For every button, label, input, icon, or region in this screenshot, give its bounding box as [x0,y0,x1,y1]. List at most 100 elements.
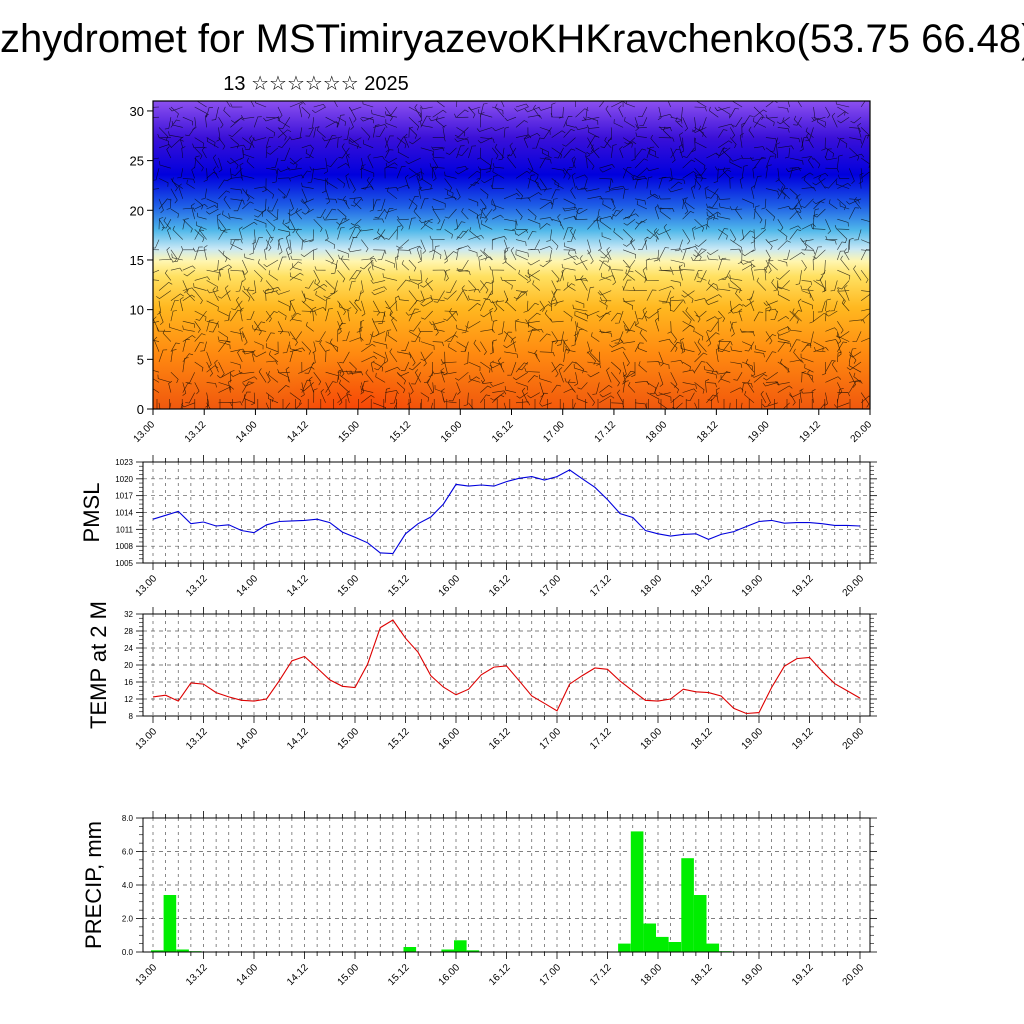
precip-bar [151,950,164,952]
wind-barb [818,175,826,189]
wind-barb [554,147,564,159]
wind-barb [216,213,221,230]
wind-barb [706,152,720,159]
wind-barb [489,298,505,303]
wind-barb [567,379,576,393]
wind-barb [692,226,697,240]
wind-barb [238,370,255,375]
wind-barb [254,208,267,218]
wind-barb [430,294,445,302]
precip-x-tick-label: 14.00 [235,962,261,988]
wind-barb [182,287,195,292]
wind-barb [446,280,457,293]
wind-barb [420,351,433,361]
wind-barb [800,389,814,394]
wind-barb [551,239,559,250]
wind-barb [194,321,201,333]
temp-y-tick-label: 8 [129,712,134,721]
wind-barb [250,101,255,108]
wind-barb [253,116,262,128]
wind-barb [266,116,281,122]
wind-barb [206,107,214,118]
wind-barb [670,148,681,159]
wind-barb [340,255,350,271]
wind-barb [492,167,505,179]
wind-barb [527,174,536,189]
wind-barb [837,241,846,250]
wind-barb [432,153,445,159]
wind-barb [429,382,435,395]
wind-barb [527,259,540,266]
heatmap-x-tick-label: 17.12 [593,419,619,445]
wind-barb [801,280,813,286]
wind-barb [816,270,826,281]
wind-barb [705,379,710,393]
wind-barb [718,123,734,128]
wind-barb [563,402,565,409]
wind-barb [659,266,671,271]
wind-barb [289,157,298,169]
wind-barb [337,227,345,240]
wind-barb [634,198,646,205]
wind-barb [456,324,469,332]
wind-barb [295,402,303,409]
wind-barb [523,135,529,148]
wind-barb [473,339,481,352]
wind-barb [277,385,290,393]
wind-barb [408,217,416,230]
wind-barb [480,207,487,220]
wind-barb [277,127,287,141]
precip-panel: 13.00 13.12 14.00 14.12 15.00 15.12 16.00 16.12… [81,811,877,988]
wind-barb [576,394,588,404]
wind-barb [686,392,695,401]
wind-barb [343,127,350,141]
wind-barb [539,402,552,407]
wind-barb [729,402,731,409]
precip-bar [403,947,417,952]
wind-barb [670,280,682,287]
wind-barb [561,263,576,271]
wind-barb [812,257,817,271]
wind-barb [682,159,696,169]
wind-barb [813,347,829,353]
wind-barb [477,213,481,230]
wind-barb [498,321,505,335]
wind-barb [644,236,649,250]
wind-barb [694,248,706,261]
wind-barb [289,392,301,405]
wind-barb [765,155,775,169]
wind-barb [841,299,850,312]
wind-barb [741,198,754,208]
wind-barb [631,147,636,161]
wind-barb [668,168,673,182]
wind-barb [599,178,614,183]
wind-barb [354,299,362,312]
wind-barb [201,146,207,159]
wind-barb [670,248,683,253]
wind-barb [849,379,863,384]
wind-barb [575,174,588,179]
wind-barb [592,382,600,395]
wind-barb [639,329,648,342]
wind-barb [539,178,547,192]
wind-barb [587,286,595,301]
wind-barb [785,167,802,172]
wind-barb [670,382,679,394]
wind-barb [694,341,702,356]
wind-barb [444,334,459,342]
wind-barb [806,132,814,148]
wind-barb [490,270,495,284]
wind-barb [762,402,778,408]
wind-barb [563,168,571,180]
wind-barb [858,168,863,184]
wind-barb [740,229,745,241]
wind-barb [323,157,328,174]
wind-barb [265,229,273,243]
wind-barb [420,402,422,409]
wind-barb [843,284,850,301]
wind-barb [706,283,718,291]
wind-barb [760,219,767,230]
wind-barb [267,206,279,220]
wind-barb [456,267,469,272]
wind-barb [238,226,243,240]
